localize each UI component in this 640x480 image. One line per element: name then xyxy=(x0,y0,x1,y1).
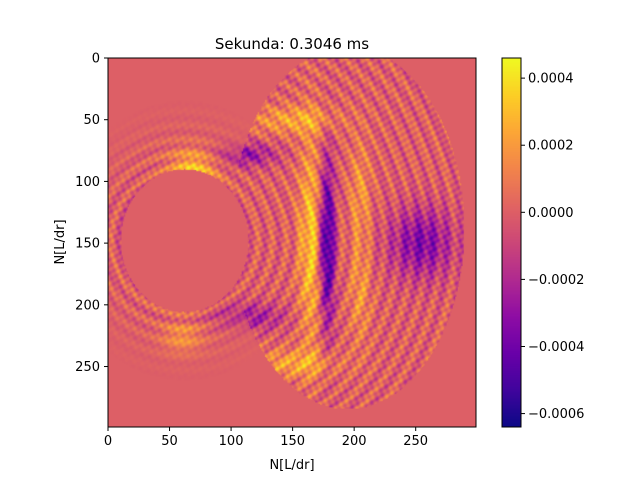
plot-frame xyxy=(107,57,477,428)
x-tick-label: 250 xyxy=(403,434,428,449)
y-tick-label: 200 xyxy=(75,298,100,313)
colorbar-tick-label: −0.0004 xyxy=(528,340,584,355)
y-axis-ticks: 0 50 100 150 200 250 xyxy=(75,52,108,375)
chart-title: Sekunda: 0.3046 ms xyxy=(215,35,369,53)
x-axis-ticks: 0 50 100 150 200 250 xyxy=(104,427,428,449)
colorbar-tick-label: 0.0002 xyxy=(528,139,574,154)
x-tick-label: 200 xyxy=(342,434,367,449)
colorbar-gradient xyxy=(502,58,521,427)
x-tick-label: 150 xyxy=(280,434,305,449)
colorbar: 0.0004 0.0002 0.0000 −0.0002 −0.0004 −0.0006 xyxy=(501,57,584,428)
y-tick-label: 100 xyxy=(75,175,100,190)
heatmap-area xyxy=(107,57,477,428)
x-axis-label: N[L/dr] xyxy=(269,458,314,473)
x-tick-label: 0 xyxy=(104,434,112,449)
y-tick-label: 50 xyxy=(83,113,100,128)
x-tick-label: 50 xyxy=(161,434,178,449)
x-tick-label: 100 xyxy=(219,434,244,449)
colorbar-tick-label: −0.0006 xyxy=(528,407,584,422)
colorbar-tick-label: 0.0004 xyxy=(528,72,574,87)
y-tick-label: 0 xyxy=(92,52,100,67)
colorbar-frame xyxy=(501,57,522,428)
colorbar-tick-label: −0.0002 xyxy=(528,273,584,288)
colorbar-ticks: 0.0004 0.0002 0.0000 −0.0002 −0.0004 −0.0006 xyxy=(521,72,584,422)
heatmap-image xyxy=(108,58,476,427)
colorbar-tick-label: 0.0000 xyxy=(528,206,574,221)
y-tick-label: 150 xyxy=(75,237,100,252)
y-axis-label: N[L/dr] xyxy=(53,219,68,264)
y-tick-label: 250 xyxy=(75,360,100,375)
